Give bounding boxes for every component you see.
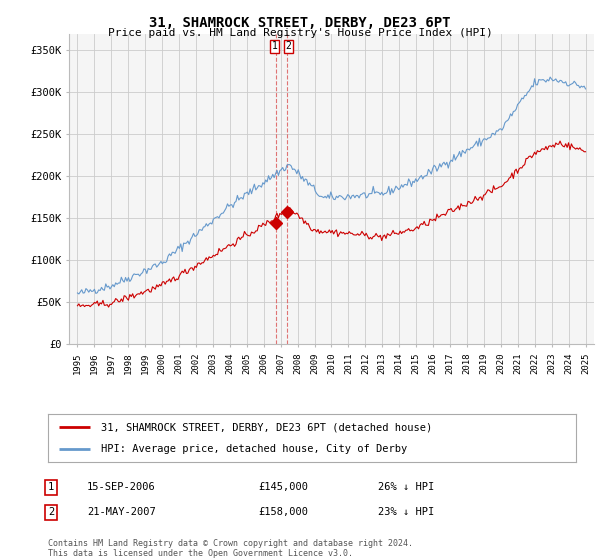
- Text: 26% ↓ HPI: 26% ↓ HPI: [378, 482, 434, 492]
- Text: 15-SEP-2006: 15-SEP-2006: [87, 482, 156, 492]
- Text: 31, SHAMROCK STREET, DERBY, DE23 6PT: 31, SHAMROCK STREET, DERBY, DE23 6PT: [149, 16, 451, 30]
- Text: 2: 2: [286, 41, 292, 51]
- Text: HPI: Average price, detached house, City of Derby: HPI: Average price, detached house, City…: [101, 444, 407, 454]
- Text: This data is licensed under the Open Government Licence v3.0.: This data is licensed under the Open Gov…: [48, 549, 353, 558]
- Text: 1: 1: [48, 482, 54, 492]
- Text: Price paid vs. HM Land Registry's House Price Index (HPI): Price paid vs. HM Land Registry's House …: [107, 28, 493, 38]
- Text: £145,000: £145,000: [258, 482, 308, 492]
- Text: 2: 2: [48, 507, 54, 517]
- Text: 21-MAY-2007: 21-MAY-2007: [87, 507, 156, 517]
- Text: £158,000: £158,000: [258, 507, 308, 517]
- Text: 1: 1: [271, 41, 277, 51]
- Text: Contains HM Land Registry data © Crown copyright and database right 2024.: Contains HM Land Registry data © Crown c…: [48, 539, 413, 548]
- Text: 31, SHAMROCK STREET, DERBY, DE23 6PT (detached house): 31, SHAMROCK STREET, DERBY, DE23 6PT (de…: [101, 422, 432, 432]
- Text: 23% ↓ HPI: 23% ↓ HPI: [378, 507, 434, 517]
